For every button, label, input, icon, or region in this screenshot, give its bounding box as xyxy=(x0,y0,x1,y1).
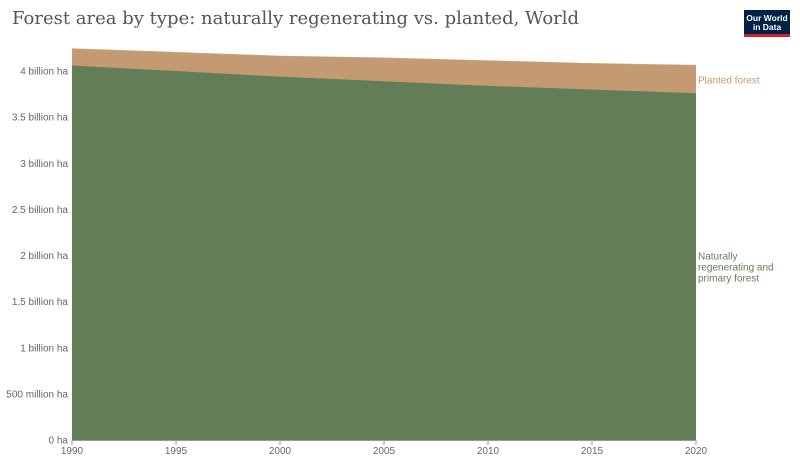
area-series-1[interactable] xyxy=(72,48,696,94)
series-label-line: Naturally xyxy=(698,252,737,263)
y-tick-label: 1 billion ha xyxy=(20,343,68,354)
x-tick-label: 2000 xyxy=(269,446,292,457)
series-label-1[interactable]: Planted forest xyxy=(698,75,760,86)
logo-line-1: Our World xyxy=(746,13,788,23)
y-tick-label: 1.5 billion ha xyxy=(12,297,69,308)
y-tick-label: 3.5 billion ha xyxy=(12,113,69,124)
y-tick-label: 0 ha xyxy=(49,436,69,447)
chart-title: Forest area by type: naturally regenerat… xyxy=(12,8,580,29)
y-tick-label: 2 billion ha xyxy=(20,251,68,262)
x-tick-label: 2010 xyxy=(477,446,500,457)
series-label-line: Planted forest xyxy=(698,75,760,86)
series-label-0[interactable]: Naturally regenerating and primary forest xyxy=(698,252,774,285)
logo-line-2: in Data xyxy=(752,22,782,32)
series-label-line: primary forest xyxy=(698,274,759,285)
series-labels: Naturally regenerating and primary forest P… xyxy=(698,75,774,284)
x-axis: 1990 1995 2000 2005 2010 2015 2020 xyxy=(61,440,708,457)
y-tick-label: 4 billion ha xyxy=(20,67,68,78)
x-tick-label: 2020 xyxy=(685,446,708,457)
area-series-0[interactable] xyxy=(72,65,696,440)
y-tick-label: 3 billion ha xyxy=(20,159,68,170)
x-tick-label: 2005 xyxy=(373,446,396,457)
x-tick-label: 2015 xyxy=(581,446,604,457)
y-axis: 0 ha 500 million ha 1 billion ha 1.5 billio… xyxy=(6,67,68,447)
area-edge-1 xyxy=(71,48,697,67)
y-tick-label: 2.5 billion ha xyxy=(12,205,69,216)
x-tick-label: 1990 xyxy=(61,446,84,457)
y-tick-label: 500 million ha xyxy=(6,389,68,400)
owid-logo[interactable]: Our World in Data xyxy=(744,10,790,37)
series-areas xyxy=(71,48,697,440)
series-label-line: regenerating and xyxy=(698,263,774,274)
x-tick-label: 1995 xyxy=(165,446,188,457)
